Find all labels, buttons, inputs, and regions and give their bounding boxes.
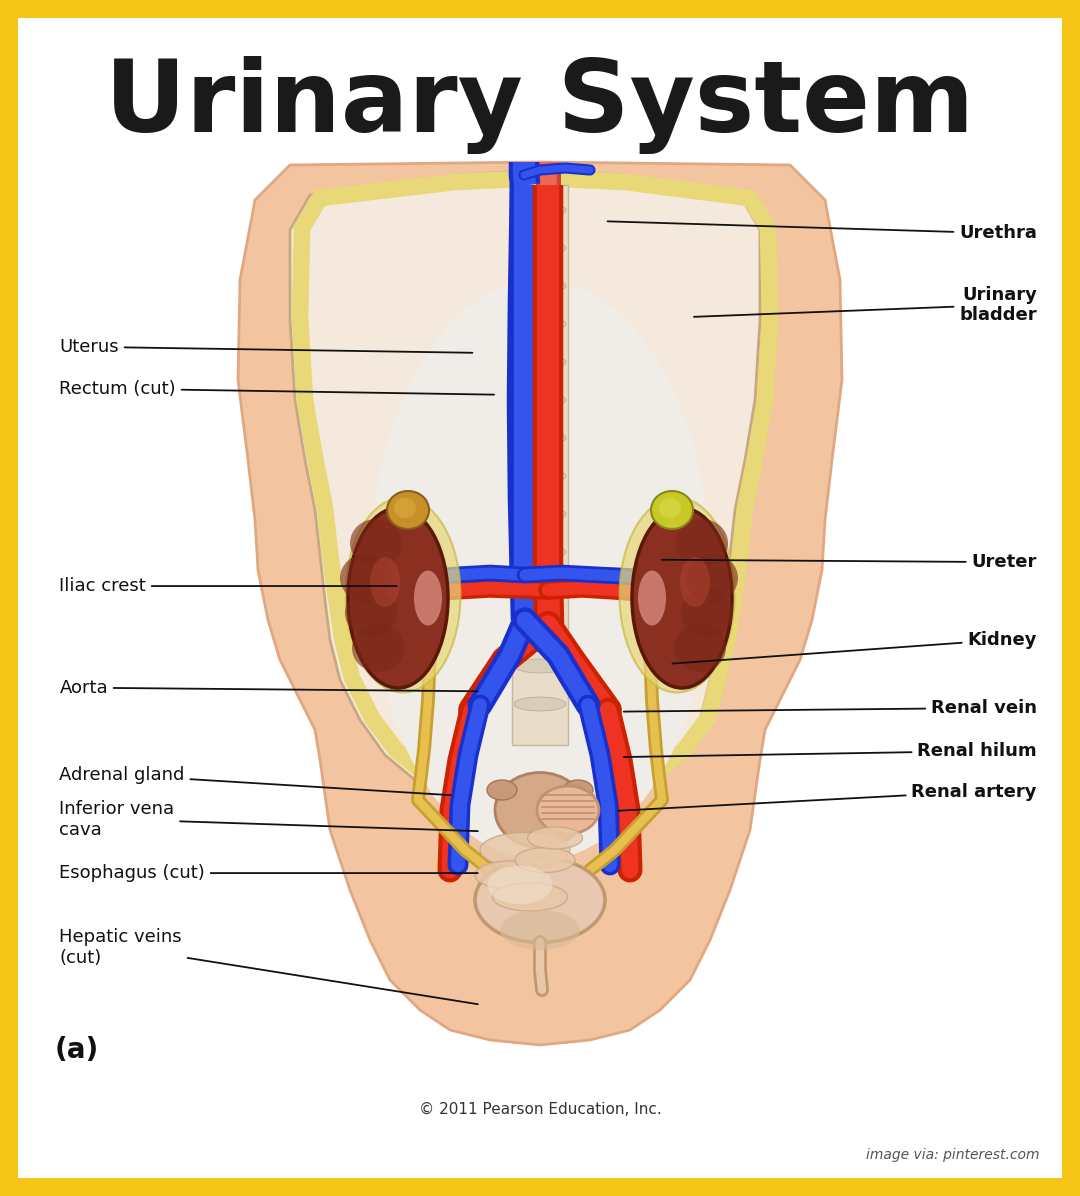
Text: Urinary
bladder: Urinary bladder [694, 286, 1037, 324]
Polygon shape [238, 161, 842, 1045]
Ellipse shape [537, 786, 599, 834]
Ellipse shape [514, 659, 566, 673]
Ellipse shape [514, 697, 566, 710]
Ellipse shape [480, 832, 570, 867]
Ellipse shape [674, 624, 726, 672]
Ellipse shape [492, 883, 567, 911]
Ellipse shape [340, 554, 392, 602]
Ellipse shape [514, 431, 566, 445]
Ellipse shape [387, 492, 429, 529]
Ellipse shape [527, 826, 582, 849]
Text: Uterus: Uterus [59, 337, 472, 356]
Ellipse shape [370, 280, 710, 860]
Ellipse shape [680, 557, 710, 608]
Ellipse shape [676, 519, 728, 567]
Ellipse shape [563, 780, 593, 800]
Ellipse shape [632, 508, 732, 688]
Ellipse shape [514, 582, 566, 597]
Text: Renal artery: Renal artery [619, 782, 1037, 811]
Ellipse shape [515, 848, 575, 873]
Ellipse shape [620, 498, 734, 692]
Ellipse shape [346, 498, 460, 692]
Ellipse shape [514, 242, 566, 255]
Text: Inferior vena
cava: Inferior vena cava [59, 800, 477, 838]
Ellipse shape [500, 910, 580, 950]
Text: Adrenal gland: Adrenal gland [59, 765, 450, 795]
Ellipse shape [487, 780, 517, 800]
Polygon shape [291, 170, 760, 812]
Ellipse shape [514, 355, 566, 370]
Text: Ureter: Ureter [662, 553, 1037, 572]
Ellipse shape [394, 498, 416, 518]
Ellipse shape [475, 861, 545, 889]
Text: Renal vein: Renal vein [624, 698, 1037, 718]
Text: Esophagus (cut): Esophagus (cut) [59, 864, 477, 883]
Text: (a): (a) [55, 1036, 99, 1064]
Text: Aorta: Aorta [59, 678, 477, 697]
Ellipse shape [370, 557, 400, 608]
Ellipse shape [686, 554, 738, 602]
Text: Kidney: Kidney [673, 630, 1037, 664]
Ellipse shape [475, 858, 605, 942]
Text: Renal hilum: Renal hilum [624, 742, 1037, 761]
Text: Urethra: Urethra [608, 221, 1037, 243]
Text: Urinary System: Urinary System [106, 56, 974, 154]
Ellipse shape [638, 570, 666, 626]
Ellipse shape [487, 866, 553, 904]
Ellipse shape [495, 773, 585, 848]
Ellipse shape [514, 317, 566, 331]
Ellipse shape [348, 508, 448, 688]
Text: Hepatic veins
(cut): Hepatic veins (cut) [59, 928, 477, 1005]
Ellipse shape [514, 393, 566, 407]
Ellipse shape [514, 545, 566, 559]
Ellipse shape [414, 570, 442, 626]
Ellipse shape [514, 469, 566, 483]
Ellipse shape [350, 519, 402, 567]
Text: © 2011 Pearson Education, Inc.: © 2011 Pearson Education, Inc. [419, 1103, 661, 1117]
Text: image via: pinterest.com: image via: pinterest.com [866, 1148, 1040, 1163]
Ellipse shape [651, 492, 693, 529]
Ellipse shape [514, 507, 566, 521]
Bar [512, 185, 568, 745]
Ellipse shape [352, 624, 404, 672]
Ellipse shape [514, 279, 566, 293]
Ellipse shape [659, 498, 681, 518]
Text: Iliac crest: Iliac crest [59, 576, 396, 596]
Ellipse shape [514, 203, 566, 216]
Ellipse shape [345, 588, 397, 637]
Text: Rectum (cut): Rectum (cut) [59, 379, 494, 398]
FancyBboxPatch shape [18, 18, 1062, 1178]
Ellipse shape [681, 588, 733, 637]
Ellipse shape [514, 621, 566, 635]
